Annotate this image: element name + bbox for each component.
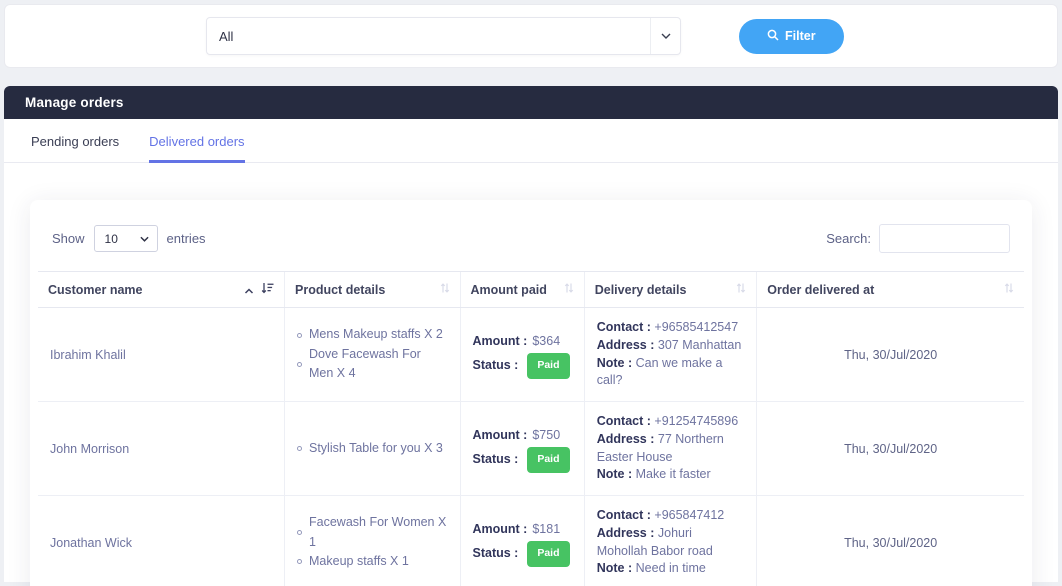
filter-button[interactable]: Filter xyxy=(739,18,844,54)
contact-line: Contact : +96585412547 xyxy=(596,320,739,334)
bullet-icon xyxy=(297,446,302,451)
table-header-row: Customer name xyxy=(38,271,1024,308)
product-details-cell: Mens Makeup staffs X 2 Dove Facewash For… xyxy=(284,307,460,402)
show-label: Show xyxy=(52,231,85,246)
page-size-value: 10 xyxy=(104,231,118,246)
chevron-down-icon xyxy=(650,18,680,54)
sort-icon xyxy=(564,282,574,297)
amount-line: Amount : $181 xyxy=(472,522,561,537)
search-control: Search: xyxy=(826,224,1010,253)
caret-up-icon xyxy=(244,283,254,297)
page-size-control: Show 10 entries xyxy=(52,225,206,252)
address-line: Address : 77 Northern Easter House xyxy=(596,431,724,464)
amount-paid-cell: Amount : $750 Status : Paid xyxy=(459,401,585,496)
delivered-at-cell: Thu, 30/Jul/2020 xyxy=(756,401,1024,496)
product-item: Facewash For Women X 1 xyxy=(297,513,448,552)
bullet-icon xyxy=(297,332,302,338)
column-header-product-details[interactable]: Product details xyxy=(284,271,460,308)
amount-paid-cell: Amount : $181 Status : Paid xyxy=(459,495,585,586)
product-details-cell: Stylish Table for you X 3 xyxy=(284,401,460,496)
status-line: Status : Paid xyxy=(473,446,572,473)
search-input[interactable] xyxy=(879,224,1010,253)
product-item: Makeup staffs X 1 xyxy=(297,552,448,571)
table-row: Jonathan Wick Facewash For Women X 1 Mak… xyxy=(38,495,1024,586)
delivery-details-cell: Contact : +965847412 Address : Johuri Mo… xyxy=(583,495,757,586)
contact-line: Contact : +965847412 xyxy=(596,508,725,522)
bullet-icon xyxy=(297,559,302,565)
note-line: Note : Can we make a call? xyxy=(596,355,723,388)
filter-button-label: Filter xyxy=(785,29,816,43)
table-row: Ibrahim Khalil Mens Makeup staffs X 2 Do… xyxy=(38,307,1024,402)
entries-label: entries xyxy=(166,231,206,246)
status-badge: Paid xyxy=(527,540,570,567)
page-size-select[interactable]: 10 xyxy=(93,225,158,252)
sort-amount-icon xyxy=(261,282,274,297)
address-line: Address : 307 Manhattan xyxy=(596,337,742,352)
order-filter-selected-value: All xyxy=(219,28,234,44)
bullet-icon xyxy=(297,530,302,536)
column-header-amount-paid[interactable]: Amount paid xyxy=(459,271,585,308)
column-header-delivery-details[interactable]: Delivery details xyxy=(583,271,757,308)
search-label: Search: xyxy=(826,231,871,246)
sort-icon xyxy=(736,282,746,297)
product-item: Dove Facewash For Men X 4 xyxy=(297,345,448,384)
note-line: Note : Need in time xyxy=(596,561,706,576)
status-line: Status : Paid xyxy=(473,540,572,567)
note-line: Note : Make it faster xyxy=(596,467,711,482)
customer-name-cell: John Morrison xyxy=(38,401,285,496)
table-row: John Morrison Stylish Table for you X 3 … xyxy=(38,401,1024,496)
product-item: Mens Makeup staffs X 2 xyxy=(297,325,448,344)
product-item: Stylish Table for you X 3 xyxy=(297,439,448,458)
sort-icon xyxy=(1004,282,1014,297)
table-controls: Show 10 entries Search: xyxy=(38,216,1024,271)
page-title: Manage orders xyxy=(25,95,124,110)
amount-line: Amount : $364 xyxy=(472,334,561,349)
delivered-orders-table: Customer name xyxy=(38,271,1024,586)
customer-name-cell: Jonathan Wick xyxy=(38,495,285,586)
status-line: Status : Paid xyxy=(473,352,572,379)
manage-orders-panel: Manage orders Pending orders Delivered o… xyxy=(4,86,1058,586)
delivery-details-cell: Contact : +91254745896 Address : 77 Nort… xyxy=(583,401,757,496)
amount-paid-cell: Amount : $364 Status : Paid xyxy=(459,307,585,402)
status-badge: Paid xyxy=(527,446,570,473)
order-filter-select[interactable]: All xyxy=(206,17,681,55)
sort-icon xyxy=(440,282,450,297)
contact-line: Contact : +91254745896 xyxy=(596,414,739,428)
bullet-icon xyxy=(297,361,302,367)
panel-header: Manage orders xyxy=(4,86,1058,119)
tab-pending-orders[interactable]: Pending orders xyxy=(31,134,120,149)
orders-tabs: Pending orders Delivered orders xyxy=(4,119,1058,163)
tab-delivered-orders[interactable]: Delivered orders xyxy=(149,134,245,163)
column-header-order-delivered-at[interactable]: Order delivered at xyxy=(756,271,1024,308)
column-header-customer-name[interactable]: Customer name xyxy=(38,271,285,308)
delivered-orders-table-card: Show 10 entries Search: xyxy=(30,200,1032,586)
amount-line: Amount : $750 xyxy=(472,428,561,443)
address-line: Address : Johuri Mohollah Babor road xyxy=(596,525,713,558)
product-details-cell: Facewash For Women X 1 Makeup staffs X 1 xyxy=(284,495,460,586)
delivered-at-cell: Thu, 30/Jul/2020 xyxy=(756,495,1024,586)
customer-name-cell: Ibrahim Khalil xyxy=(38,307,285,402)
filter-bar: All Filter xyxy=(4,4,1058,68)
delivered-at-cell: Thu, 30/Jul/2020 xyxy=(756,307,1024,402)
delivery-details-cell: Contact : +96585412547 Address : 307 Man… xyxy=(583,307,757,402)
chevron-down-icon xyxy=(139,236,157,242)
status-badge: Paid xyxy=(527,352,570,379)
search-icon xyxy=(767,29,779,44)
